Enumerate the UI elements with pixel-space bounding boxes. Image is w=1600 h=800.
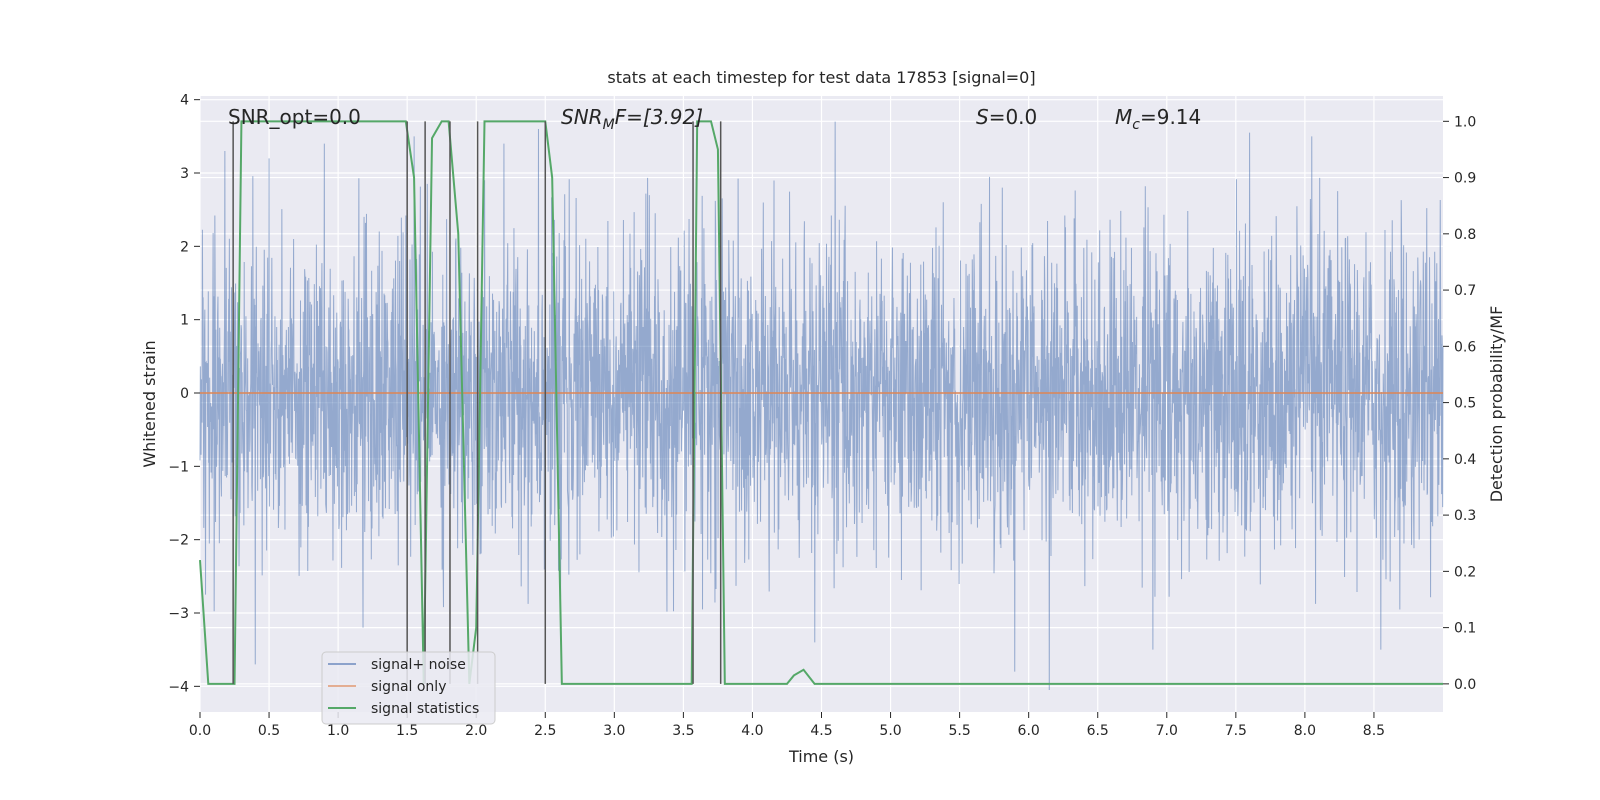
legend: signal+ noise signal only signal statist… [321,651,496,725]
y2-tick-label: 0.2 [1454,564,1476,580]
y2-tick-label: 0.4 [1454,452,1476,468]
x-tick-label: 2.0 [465,723,487,739]
y2-tick-label: 0.1 [1454,621,1476,637]
x-tick-label: 1.5 [396,723,418,739]
x-tick-label: 8.0 [1294,723,1316,739]
y2-tick-label: 0.0 [1454,677,1476,693]
x-tick-label: 6.0 [1018,723,1040,739]
x-tick-label: 4.5 [810,723,832,739]
annotation-s-main: S [976,105,989,129]
x-tick-label: 0.5 [258,723,280,739]
detection-markers [232,121,722,684]
y2-axis-label: Detection probability/MF [1487,306,1506,503]
y-tick-label: −4 [168,679,189,695]
x-tick-label: 5.0 [879,723,901,739]
x-tick-label: 7.5 [1225,723,1247,739]
annotation-snr-mf: SNRMF=[3.92] [561,105,703,133]
x-tick-label: 2.5 [534,723,556,739]
annotation-mc-main: M [1115,105,1132,129]
annotation-snr-opt: SNR_opt=0.0 [228,105,361,129]
y2-tick-label: 0.3 [1454,508,1476,524]
x-tick-label: 3.0 [603,723,625,739]
x-axis-label: Time (s) [788,747,854,766]
y2-tick-label: 0.8 [1454,227,1476,243]
y-tick-label: 4 [180,93,189,109]
legend-label-signal-noise: signal+ noise [371,657,466,673]
x-tick-label: 5.5 [948,723,970,739]
x-tick-label: 3.5 [672,723,694,739]
x-tick-label: 6.5 [1087,723,1109,739]
y2-tick-label: 1.0 [1454,114,1476,130]
y2-tick-label: 0.6 [1454,339,1476,355]
y2-tick-label: 0.9 [1454,171,1476,187]
chart-title: stats at each timestep for test data 178… [607,68,1035,87]
y-tick-label: −1 [168,459,189,475]
x-tick-label: 0.0 [189,723,211,739]
y-tick-label: 1 [180,313,189,329]
legend-box [321,651,496,725]
x-tick-label: 7.0 [1156,723,1178,739]
annotation-snr-mf-sub: M [603,117,615,133]
x-tick-label: 8.5 [1363,723,1385,739]
x-tick-label: 4.0 [741,723,763,739]
annotation-snr-mf-main: SNR [561,105,603,129]
legend-label-signal-statistics: signal statistics [371,701,479,717]
y2-tick-label: 0.5 [1454,396,1476,412]
y-tick-label: 3 [180,166,189,182]
annotation-mc-sub: c [1132,117,1140,133]
y-tick-label: 0 [180,386,189,402]
axes: 0.0 0.5 1.0 1.5 2.0 2.5 3.0 3.5 4.0 4.5 5.0 5.5 6.0 6… [168,93,1476,739]
y2-tick-label: 0.7 [1454,283,1476,299]
y-tick-label: 2 [180,239,189,255]
annotation-s-suffix: =0.0 [989,105,1038,129]
x-tick-label: 1.0 [327,723,349,739]
annotation-s: S=0.0 [976,105,1037,129]
series-line-signal-statistics [199,120,1443,685]
annotation-mc-suffix: =9.14 [1140,105,1201,129]
annotation-mc: Mc=9.14 [1115,105,1201,133]
y-tick-label: −3 [168,606,189,622]
annotation-snr-mf-suffix: F=[3.92] [615,105,703,129]
legend-label-signal-only: signal only [371,679,446,695]
y-axis-label: Whitened strain [140,340,159,467]
y-tick-label: −2 [168,533,189,549]
